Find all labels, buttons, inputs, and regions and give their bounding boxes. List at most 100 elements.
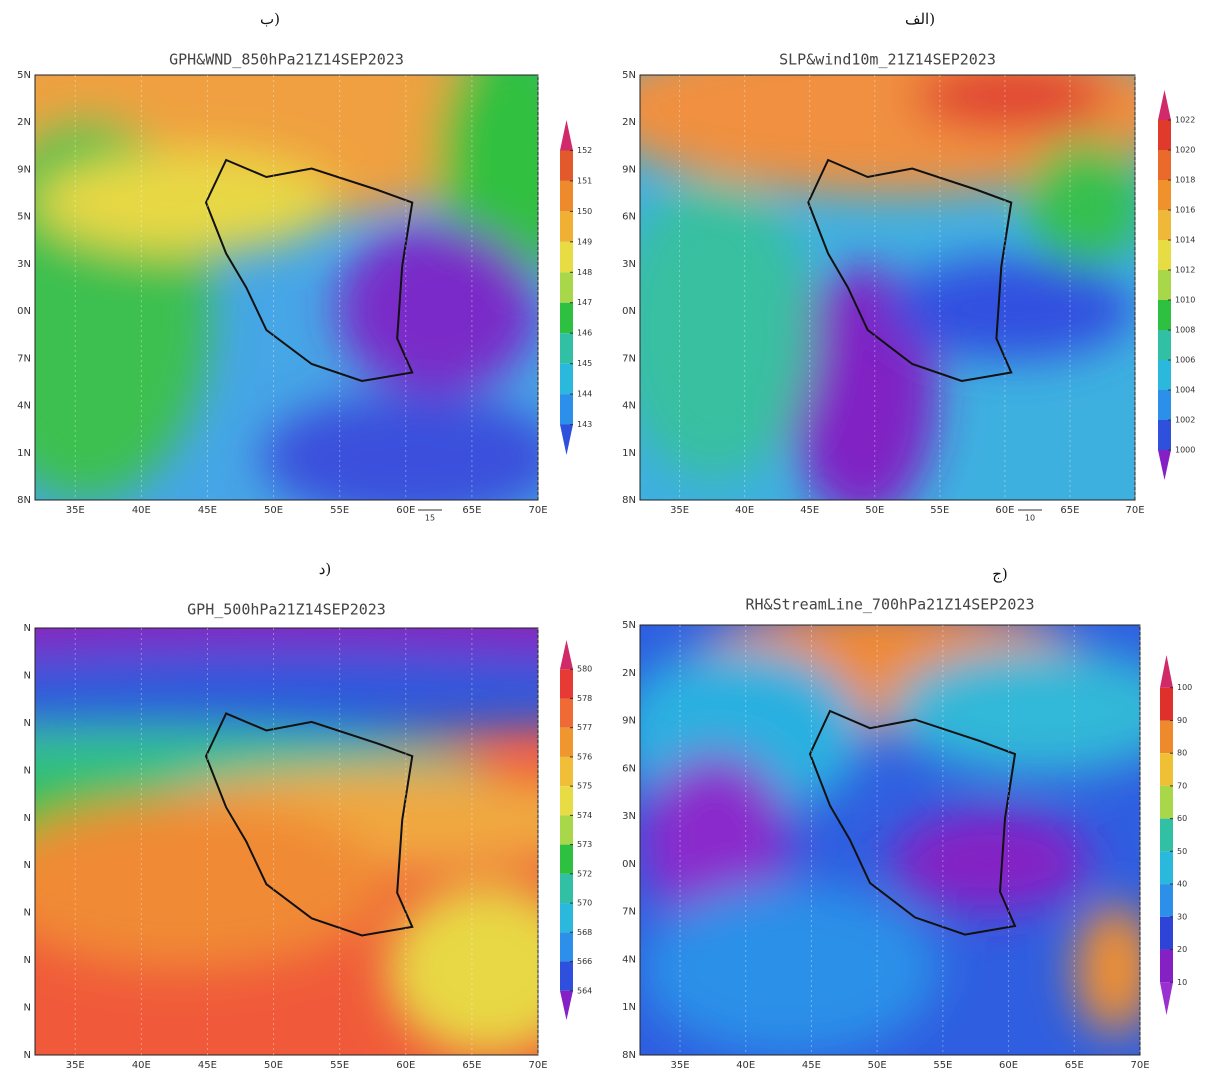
panel-title: SLP&wind10m_21Z14SEP2023 — [779, 51, 996, 69]
y-tick-label: 4N — [622, 401, 636, 412]
colorbar-segment — [560, 727, 573, 757]
colorbar-segment — [560, 903, 573, 933]
colorbar-segment — [560, 844, 573, 874]
colorbar-segment — [1160, 818, 1173, 852]
colorbar-segment — [1158, 240, 1171, 270]
colorbar-segment — [560, 669, 573, 699]
x-tick-label: 65E — [462, 505, 481, 516]
y-tick-label: 8N — [17, 495, 31, 506]
colorbar-end — [560, 640, 573, 670]
colorbar-label: 152 — [577, 146, 592, 155]
y-tick-label: 1N — [17, 448, 31, 459]
y-tick-label: N — [24, 718, 31, 729]
colorbar-segment — [560, 272, 573, 303]
map-panel: الف) SLP&wind10m_21Z14SEP2023 5N 2N 9N 6N 3N 0N… — [622, 10, 1195, 523]
map-panel: ب) GPH&WND_850hPa21Z14SEP2023 5N 2N 9N 5N 3N 0N… — [17, 10, 592, 523]
colorbar-segment — [1160, 720, 1173, 754]
x-tick-label: 60E — [999, 1060, 1018, 1071]
colorbar-segment — [1158, 330, 1171, 360]
y-tick-label: 6N — [622, 212, 636, 223]
colorbar-segment — [1158, 120, 1171, 150]
x-tick-label: 60E — [396, 1060, 415, 1071]
colorbar-label: 149 — [577, 237, 592, 246]
colorbar-end — [1160, 655, 1173, 688]
colorbar-label: 1004 — [1175, 386, 1195, 395]
x-tick-label: 40E — [736, 1060, 755, 1071]
x-tick-label: 40E — [132, 505, 151, 516]
colorbar-segment — [560, 698, 573, 728]
colorbar-end — [560, 424, 573, 455]
y-tick-label: 2N — [622, 668, 636, 679]
colorbar-segment — [560, 394, 573, 425]
colorbar-label: 1020 — [1175, 146, 1195, 155]
field-blob — [35, 151, 337, 254]
colorbar-segment — [560, 873, 573, 904]
field-blob — [336, 223, 538, 394]
colorbar-label: 90 — [1177, 716, 1187, 725]
colorbar-label: 1010 — [1175, 296, 1195, 305]
y-tick-label: 5N — [17, 212, 31, 223]
colorbar-segment — [560, 150, 573, 181]
colorbar-segment — [1160, 884, 1173, 917]
colorbar-segment — [560, 961, 573, 991]
colorbar-segment — [560, 363, 573, 395]
colorbar-label: 576 — [577, 752, 592, 761]
map-field — [640, 625, 1140, 1055]
colorbar-label: 573 — [577, 840, 592, 849]
x-tick-label: 70E — [1130, 1060, 1149, 1071]
field-blobs — [640, 75, 1135, 500]
y-tick-label: N — [24, 1050, 31, 1061]
colorbar-segment — [1160, 785, 1173, 819]
x-tick-label: 65E — [1065, 1060, 1084, 1071]
y-tick-label: 1N — [622, 1002, 636, 1013]
x-tick-label: 45E — [198, 505, 217, 516]
y-tick-label: N — [24, 623, 31, 634]
x-tick-label: 65E — [462, 1060, 481, 1071]
y-tick-label: 9N — [622, 164, 636, 175]
colorbar-segment — [560, 180, 573, 212]
y-tick-label: N — [24, 908, 31, 919]
map-frame — [34, 74, 539, 501]
colorbar-label: 70 — [1177, 781, 1187, 790]
reference-vector-label: 10 — [1025, 514, 1035, 523]
x-tick-label: 45E — [800, 505, 819, 516]
colorbar-segment — [1158, 180, 1171, 210]
x-tick-label: 50E — [865, 505, 884, 516]
y-tick-label: 5N — [17, 70, 31, 81]
x-tick-label: 60E — [396, 505, 415, 516]
colorbar-label: 570 — [577, 899, 592, 908]
colorbar-segment — [1160, 687, 1173, 721]
map-field — [640, 75, 1135, 500]
y-tick-label: 7N — [17, 353, 31, 364]
field-blob — [1026, 138, 1135, 267]
colorbar-label: 60 — [1177, 814, 1187, 823]
map-frame — [639, 74, 1136, 501]
y-tick-label: 1N — [622, 448, 636, 459]
colorbar-label: 151 — [577, 176, 592, 185]
colorbar-label: 30 — [1177, 912, 1187, 921]
y-tick-label: 9N — [622, 716, 636, 727]
field-blobs — [35, 628, 538, 1055]
panel-title: RH&StreamLine_700hPa21Z14SEP2023 — [746, 596, 1035, 614]
y-tick-label: 3N — [622, 811, 636, 822]
colorbar-segment — [560, 302, 573, 334]
x-tick-label: 40E — [735, 505, 754, 516]
panel-title: GPH&WND_850hPa21Z14SEP2023 — [169, 51, 404, 69]
y-tick-label: 6N — [622, 763, 636, 774]
colorbar-label: 10 — [1177, 978, 1187, 987]
colorbar-label: 566 — [577, 957, 592, 966]
colorbar-label: 147 — [577, 298, 592, 307]
colorbar-segment — [1158, 150, 1171, 180]
x-tick-label: 70E — [528, 505, 547, 516]
x-tick-label: 70E — [1125, 505, 1144, 516]
colorbar-segment — [1160, 851, 1173, 885]
colorbar-label: 568 — [577, 928, 592, 937]
x-tick-label: 65E — [1060, 505, 1079, 516]
colorbar-label: 572 — [577, 869, 592, 878]
colorbar-segment — [560, 211, 573, 242]
y-tick-label: 4N — [622, 954, 636, 965]
colorbar-label: 150 — [577, 207, 592, 216]
x-tick-label: 50E — [264, 505, 283, 516]
y-tick-label: 5N — [622, 620, 636, 631]
